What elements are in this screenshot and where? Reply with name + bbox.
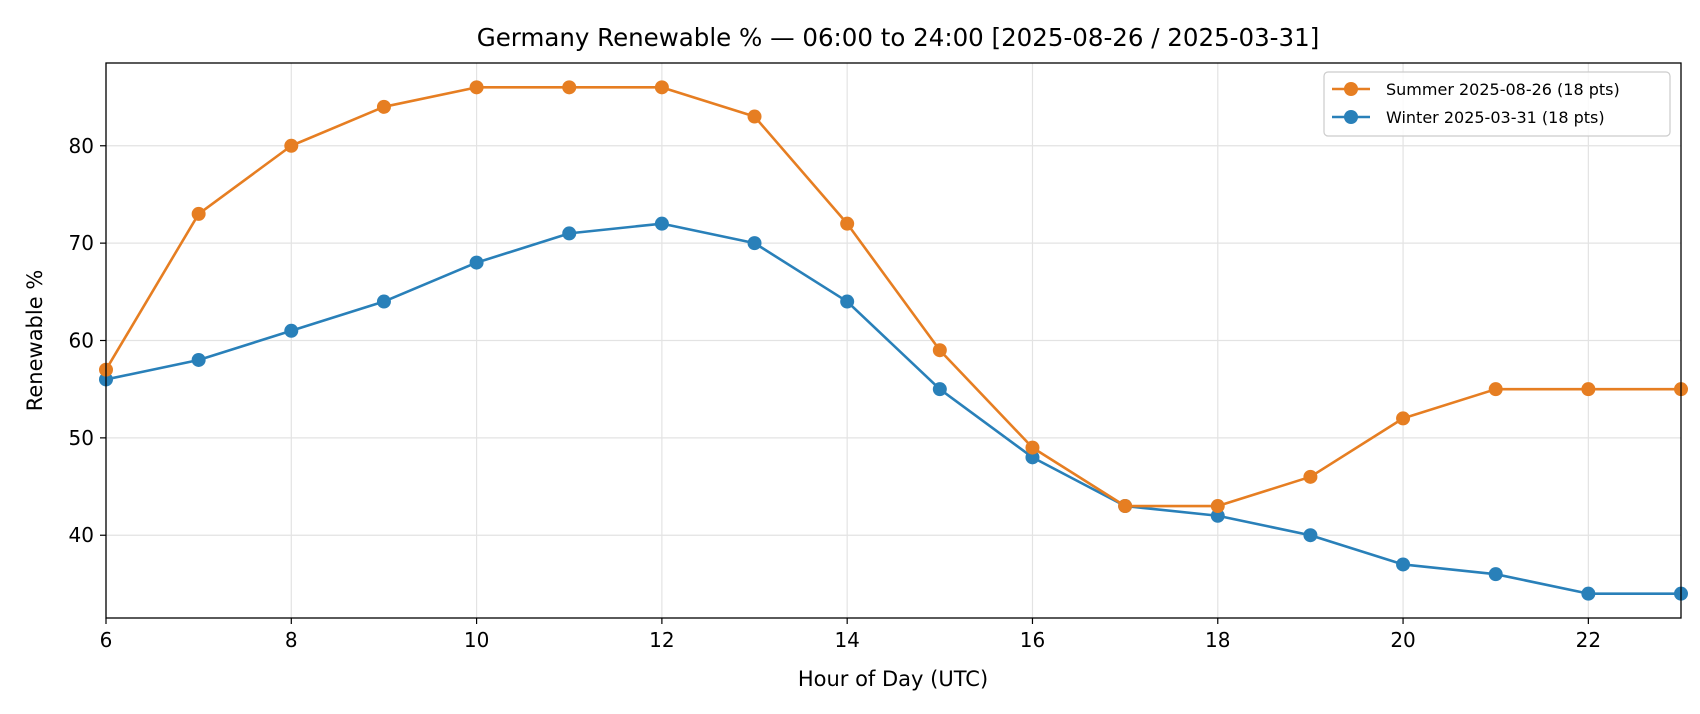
data-point-winter [562,226,577,241]
data-point-summer [1303,469,1318,484]
x-tick-label: 10 [464,628,489,652]
legend-label-summer: Summer 2025-08-26 (18 pts) [1386,80,1620,99]
x-tick-label: 20 [1390,628,1415,652]
data-point-summer [1210,499,1225,514]
x-tick-label: 18 [1205,628,1230,652]
y-axis-label: Renewable % [23,270,47,412]
x-tick-label: 12 [649,628,674,652]
data-point-summer [562,80,577,95]
data-point-winter [1581,586,1596,601]
data-point-winter [1396,557,1411,572]
grid [105,63,1681,618]
x-tick-label: 16 [1020,628,1045,652]
data-point-summer [932,343,947,358]
x-tick-label: 22 [1576,628,1601,652]
y-tick-label: 40 [69,523,94,547]
data-point-summer [654,80,669,95]
data-point-winter [1210,508,1225,523]
axis-ticks: 6 8 10 12 14 16 18 20 22 40 50 60 70 80 [69,134,1602,652]
data-point-winter [747,236,762,251]
chart-title: Germany Renewable % — 06:00 to 24:00 [20… [477,23,1320,52]
data-point-summer [1581,382,1596,397]
legend: Summer 2025-08-26 (18 pts) Winter 2025-0… [1323,71,1671,137]
x-axis-label: Hour of Day (UTC) [798,667,988,691]
data-point-winter [654,216,669,231]
data-point-winter [284,323,299,338]
y-tick-label: 70 [69,231,94,255]
data-point-winter [1488,567,1503,582]
data-point-summer [1396,411,1411,426]
x-tick-label: 8 [285,628,298,652]
x-tick-label: 6 [100,628,113,652]
data-point-summer [469,80,484,95]
series-layer [99,80,1688,601]
data-point-winter [1303,528,1318,543]
data-point-summer [1488,382,1503,397]
legend-marker-summer [1344,82,1358,96]
y-tick-label: 80 [69,134,94,158]
y-tick-label: 50 [69,426,94,450]
series-line-winter [105,222,1681,595]
legend-marker-winter [1344,110,1358,124]
data-point-winter [932,382,947,397]
series-line-summer [104,86,1681,508]
data-point-summer [376,99,391,114]
data-point-summer [1118,499,1133,514]
y-tick-label: 60 [69,329,94,353]
data-point-winter [191,352,206,367]
data-point-summer [747,109,762,124]
data-point-winter [376,294,391,309]
data-point-summer [1025,440,1040,455]
data-point-winter [1025,450,1040,465]
series-summer [99,80,1688,514]
x-tick-label: 14 [834,628,859,652]
data-point-summer [840,216,855,231]
data-point-summer [284,138,299,153]
data-point-summer [191,206,206,221]
legend-box [1323,71,1671,137]
legend-label-winter: Winter 2025-03-31 (18 pts) [1386,108,1605,127]
data-point-winter [840,294,855,309]
data-point-winter [469,255,484,270]
